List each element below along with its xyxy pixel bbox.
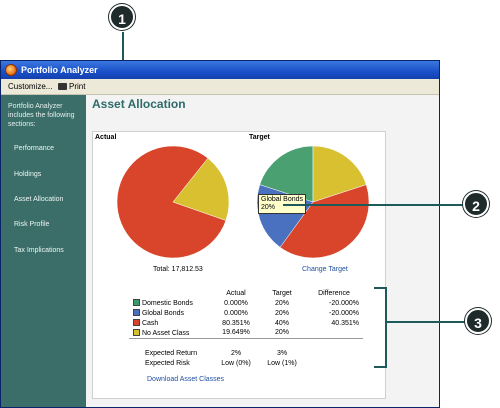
callout-2-line xyxy=(283,204,463,206)
target-label: Target xyxy=(249,134,270,141)
callout-3-bracket-bottom xyxy=(374,366,386,368)
color-swatch xyxy=(133,319,140,326)
table-row: Domestic Bonds 0.000% 20% -20.000% xyxy=(129,298,363,308)
app-icon xyxy=(5,64,17,76)
header-actual: Actual xyxy=(226,289,246,297)
allocation-panel: Actual Target Global Bonds 20% Total: 17… xyxy=(92,131,386,399)
row-actual: 0.000% xyxy=(224,309,248,317)
sidebar-item-risk-profile[interactable]: Risk Profile xyxy=(14,221,50,228)
callout-3-bracket-top xyxy=(374,287,386,289)
table-header: Actual Target Difference xyxy=(129,288,363,298)
change-target-link[interactable]: Change Target xyxy=(302,266,348,273)
callout-3: 3 xyxy=(465,308,491,334)
summary-row: Expected Risk Low (0%) Low (1%) xyxy=(129,358,363,368)
summary-actual: Low (0%) xyxy=(221,359,251,367)
sidebar-item-holdings[interactable]: Holdings xyxy=(14,171,42,178)
color-swatch xyxy=(133,309,140,316)
summary-name: Expected Return xyxy=(145,349,198,357)
total-value: Total: 17,812.53 xyxy=(153,266,203,273)
table-separator xyxy=(129,337,363,348)
row-actual: 0.000% xyxy=(224,299,248,307)
pie-slice-domestic-bonds xyxy=(259,145,314,203)
summary-actual: 2% xyxy=(230,349,242,357)
row-name: Global Bonds xyxy=(141,310,184,317)
sidebar-item-asset-allocation[interactable]: Asset Allocation xyxy=(14,196,64,203)
sidebar-intro: Portfolio Analyzer includes the followin… xyxy=(8,103,75,128)
main-content: Asset Allocation Actual Target Global Bo… xyxy=(86,95,439,407)
row-difference xyxy=(305,328,363,338)
summary-row: Expected Return 2% 3% xyxy=(129,348,363,358)
menu-bar: Customize... Print xyxy=(1,79,439,95)
header-target: Target xyxy=(272,289,292,297)
row-actual: 80.351% xyxy=(222,319,250,327)
row-difference: -20.000% xyxy=(329,309,359,317)
print-button[interactable]: Print xyxy=(55,79,88,95)
summary-target: 3% xyxy=(276,349,288,357)
row-target: 20% xyxy=(274,299,289,307)
table-row: Cash 80.351% 40% 40.351% xyxy=(129,318,363,328)
summary-name: Expected Risk xyxy=(145,359,190,367)
color-swatch xyxy=(133,328,140,336)
callout-1: 1 xyxy=(109,4,135,30)
pie-slice-cash xyxy=(279,184,370,259)
row-target: 20% xyxy=(274,329,289,337)
actual-label: Actual xyxy=(95,134,117,141)
color-swatch xyxy=(133,299,140,306)
window-title: Portfolio Analyzer xyxy=(21,65,98,75)
callout-3-line xyxy=(386,321,466,323)
table-row: No Asset Class 19.649% 20% xyxy=(129,328,363,338)
row-target: 40% xyxy=(274,319,289,327)
customize-menu[interactable]: Customize... xyxy=(8,82,53,91)
title-bar: Portfolio Analyzer xyxy=(1,61,439,79)
app-window: Portfolio Analyzer Customize... Print Po… xyxy=(0,60,440,408)
pie-slice-cash xyxy=(116,145,227,259)
row-actual: 19.649% xyxy=(222,329,250,337)
page-title: Asset Allocation xyxy=(92,97,186,111)
row-name: Cash xyxy=(141,320,159,327)
actual-pie-chart xyxy=(116,145,230,259)
row-name: No Asset Class xyxy=(141,329,190,337)
callout-3-bracket-vertical xyxy=(385,287,387,368)
header-difference: Difference xyxy=(318,289,350,297)
print-label: Print xyxy=(69,82,86,91)
sidebar-item-tax-implications[interactable]: Tax Implications xyxy=(14,247,64,254)
printer-icon xyxy=(58,83,67,90)
sidebar-item-performance[interactable]: Performance xyxy=(14,145,55,152)
tooltip-value: 20% xyxy=(261,204,276,211)
row-name: Domestic Bonds xyxy=(141,300,193,307)
row-target: 20% xyxy=(274,309,289,317)
row-difference: -20.000% xyxy=(329,299,359,307)
tooltip-name: Global Bonds xyxy=(261,196,304,203)
target-pie-chart xyxy=(256,145,370,259)
download-asset-classes-link[interactable]: Download Asset Classes xyxy=(147,376,225,383)
table-row: Global Bonds 0.000% 20% -20.000% xyxy=(129,308,363,318)
sidebar: Portfolio Analyzer includes the followin… xyxy=(1,95,86,407)
row-difference: 40.351% xyxy=(331,319,359,327)
summary-target: Low (1%) xyxy=(267,359,297,367)
callout-2: 2 xyxy=(463,191,489,217)
pie-slice-no-asset-class xyxy=(312,145,367,203)
pie-slice-no-asset-class xyxy=(172,157,230,221)
allocation-table: Actual Target Difference Domestic Bonds … xyxy=(129,288,363,368)
